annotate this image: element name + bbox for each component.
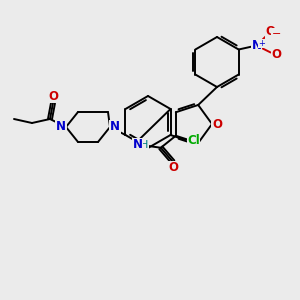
Text: Cl: Cl (187, 134, 200, 146)
Text: N: N (133, 138, 143, 151)
Text: N: N (252, 39, 262, 52)
Text: N: N (110, 121, 120, 134)
Text: H: H (140, 140, 148, 150)
Text: O: O (212, 118, 222, 130)
Text: O: O (48, 89, 58, 103)
Text: O: O (266, 25, 276, 38)
Text: O: O (169, 161, 179, 174)
Text: −: − (272, 28, 281, 38)
Text: +: + (258, 39, 265, 48)
Text: O: O (272, 48, 282, 61)
Text: N: N (56, 121, 66, 134)
